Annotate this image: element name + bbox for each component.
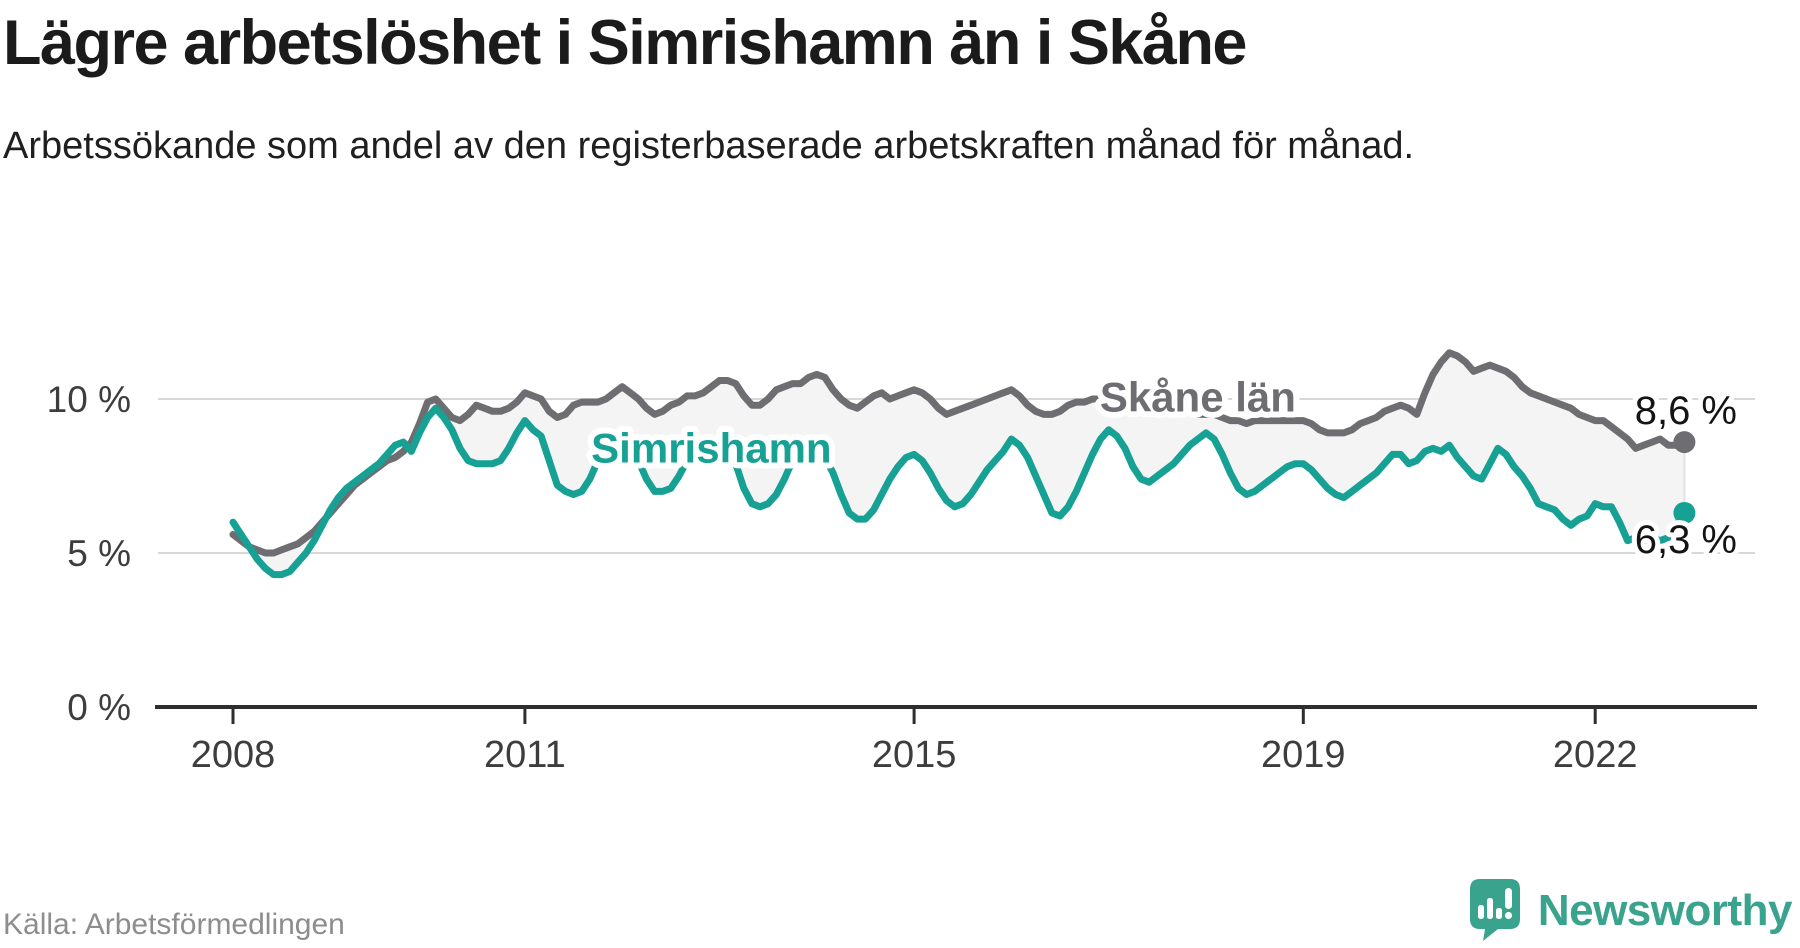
newsworthy-logo-icon bbox=[1469, 879, 1520, 941]
brand-name: Newsworthy bbox=[1537, 885, 1793, 935]
brand-footer: Newsworthy bbox=[1469, 879, 1793, 942]
x-tick-label-2019: 2019 bbox=[1261, 734, 1346, 776]
x-tick-label-2022: 2022 bbox=[1553, 734, 1638, 776]
x-tick-label-2008: 2008 bbox=[191, 734, 276, 776]
series-gap-band bbox=[233, 352, 1685, 575]
y-tick-label-10: 10 % bbox=[47, 379, 131, 420]
series-line-simrishamn bbox=[229, 404, 1688, 579]
page-subtitle: Arbetssökande som andel av den registerb… bbox=[3, 125, 1415, 167]
series-label-skane: Skåne län bbox=[1100, 373, 1296, 420]
source-note: Källa: Arbetsförmedlingen bbox=[3, 908, 345, 941]
end-dot-skane bbox=[1673, 431, 1696, 454]
series-label-simrishamn: Simrishamn bbox=[591, 424, 831, 471]
y-tick-label-5: 5 % bbox=[67, 533, 131, 574]
end-dot-simrishamn bbox=[1673, 501, 1696, 524]
series-line-skane bbox=[229, 349, 1688, 557]
end-value-label-simrishamn: 6,3 % bbox=[1635, 518, 1737, 562]
x-tick-label-2011: 2011 bbox=[484, 734, 566, 776]
end-value-label-skane: 8,6 % bbox=[1635, 389, 1737, 433]
x-tick-label-2015: 2015 bbox=[872, 734, 957, 776]
y-tick-label-0: 0 % bbox=[67, 687, 131, 728]
page-title: Lägre arbetslöshet i Simrishamn än i Skå… bbox=[3, 8, 1247, 78]
